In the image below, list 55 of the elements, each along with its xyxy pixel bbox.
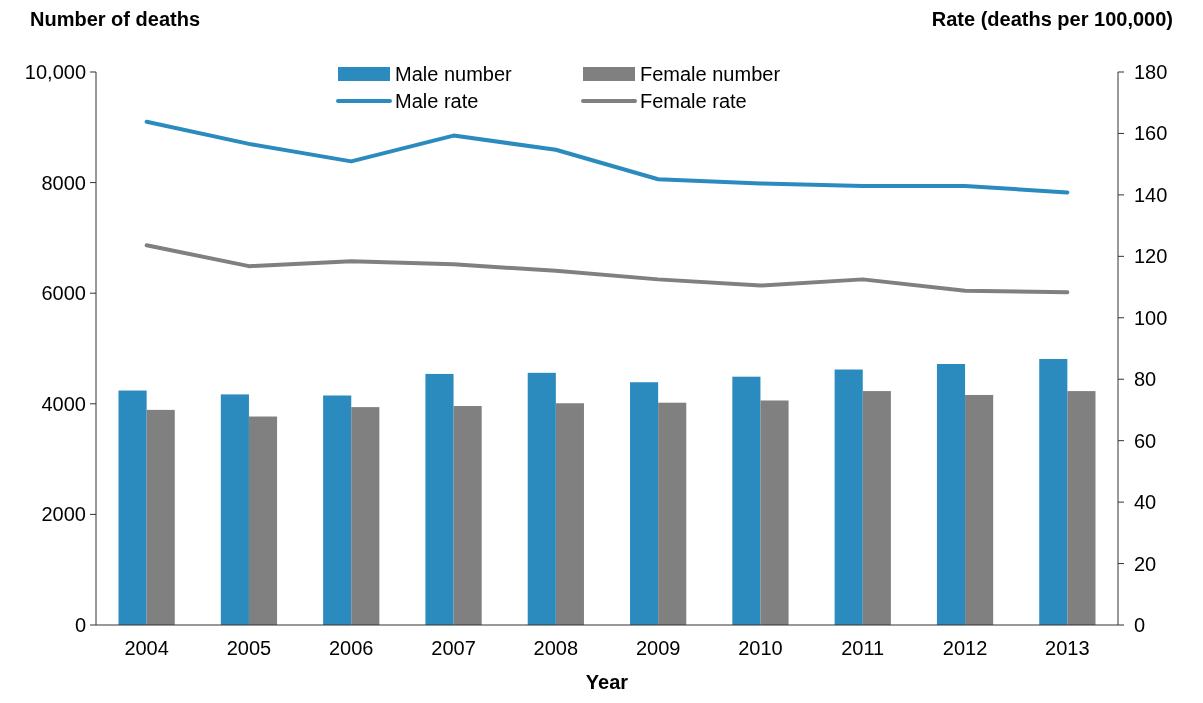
line-series <box>144 243 1070 295</box>
y-tick-label: 8000 <box>41 171 86 194</box>
bar <box>732 376 761 625</box>
y2-tick-label: 100 <box>1134 306 1168 329</box>
bar <box>1039 359 1068 625</box>
legend-label: Female number <box>640 63 781 85</box>
x-tick-label: 2011 <box>841 637 885 659</box>
bar <box>351 407 380 625</box>
x-tick-label: 2004 <box>124 637 169 659</box>
y-tick-label: 0 <box>74 614 86 636</box>
y-tick-label: 10,000 <box>24 61 86 83</box>
bar <box>220 394 249 625</box>
bar <box>630 382 659 625</box>
bar <box>453 406 482 625</box>
y2-tick-label: 60 <box>1134 429 1157 452</box>
bar <box>555 403 584 625</box>
bar <box>248 416 278 625</box>
x-tick-label: 2012 <box>942 637 988 659</box>
bar <box>527 372 556 625</box>
y2-tick-label: 20 <box>1134 552 1157 575</box>
bar <box>862 391 891 625</box>
y2-tick-label: 120 <box>1134 245 1168 268</box>
bar <box>425 373 454 625</box>
line-series <box>144 119 1070 195</box>
bar <box>834 369 863 625</box>
bar <box>323 395 352 625</box>
legend-label: Male rate <box>395 90 479 112</box>
y2-tick-label: 160 <box>1134 122 1168 145</box>
y2-tick-label: 40 <box>1134 491 1157 514</box>
bar <box>965 394 994 625</box>
x-tick-label: 2006 <box>328 637 374 659</box>
y-axis-title: Number of deaths <box>30 8 201 30</box>
x-tick-label: 2008 <box>533 637 579 659</box>
bar <box>658 402 687 625</box>
x-axis-title: Year <box>585 671 629 693</box>
y2-tick-label: 80 <box>1134 368 1157 391</box>
y-tick-label: 4000 <box>41 392 86 415</box>
y2-tick-label: 0 <box>1134 614 1146 636</box>
y-tick-label: 2000 <box>41 503 86 526</box>
y2-tick-label: 140 <box>1134 183 1168 206</box>
legend-label: Male number <box>395 63 513 85</box>
y-tick-label: 6000 <box>41 282 86 305</box>
y2-tick-label: 180 <box>1134 61 1168 83</box>
bar <box>936 363 966 625</box>
bar <box>146 409 175 625</box>
x-tick-label: 2009 <box>635 637 681 659</box>
bar <box>118 390 147 625</box>
y2-axis-title: Rate (deaths per 100,000) <box>931 8 1173 30</box>
legend-label: Female rate <box>640 90 747 112</box>
bar <box>760 400 789 625</box>
bar <box>1067 391 1096 625</box>
x-tick-label: 2007 <box>431 637 476 659</box>
x-tick-label: 2013 <box>1045 637 1090 659</box>
x-tick-label: 2005 <box>226 637 272 659</box>
x-tick-label: 2010 <box>738 637 783 659</box>
